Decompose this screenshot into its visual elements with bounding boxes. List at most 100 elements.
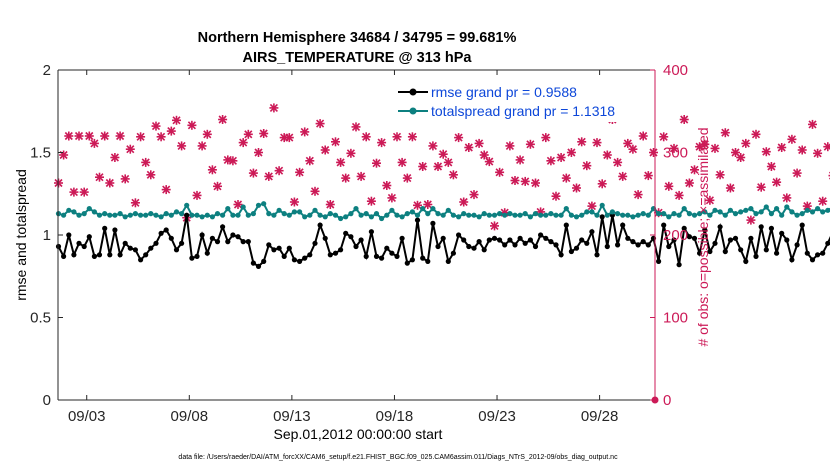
rmse-point bbox=[727, 237, 734, 243]
obs-count-point bbox=[228, 156, 238, 166]
totalspread-point bbox=[563, 206, 569, 212]
rmse-point bbox=[230, 232, 236, 238]
rmse-point bbox=[384, 245, 390, 251]
obs-count-point bbox=[136, 132, 146, 142]
obs-count-point bbox=[638, 131, 648, 141]
rmse-point bbox=[594, 252, 600, 258]
totalspread-point bbox=[404, 211, 410, 217]
obs-count-point bbox=[484, 157, 494, 167]
rmse-point bbox=[445, 258, 451, 264]
rmse-point bbox=[481, 247, 487, 253]
obs-count-point bbox=[751, 129, 761, 139]
totalspread-point bbox=[281, 211, 287, 217]
rmse-point bbox=[599, 214, 605, 220]
obs-count-point bbox=[300, 127, 310, 137]
obs-count-point bbox=[382, 181, 392, 190]
rmse-point bbox=[743, 258, 749, 264]
rmse-point bbox=[379, 255, 385, 261]
y2-tick-label: 300 bbox=[663, 145, 688, 162]
obs-count-point bbox=[428, 141, 438, 151]
totalspread-point bbox=[681, 206, 687, 212]
obs-count-point bbox=[289, 197, 299, 207]
totalspread-point bbox=[348, 211, 354, 217]
rmse-point bbox=[368, 229, 374, 235]
obs-count-point bbox=[546, 156, 556, 166]
totalspread-point bbox=[86, 206, 92, 212]
obs-count-point bbox=[792, 168, 802, 178]
rmse-point bbox=[666, 243, 672, 250]
totalspread-point bbox=[389, 207, 395, 213]
totalspread-point bbox=[117, 211, 123, 217]
obs-count-point bbox=[89, 138, 99, 148]
rmse-point bbox=[307, 252, 313, 258]
totalspread-point bbox=[158, 214, 164, 220]
totalspread-point bbox=[471, 212, 477, 218]
obs-count-point bbox=[243, 129, 253, 139]
obs-count-point bbox=[808, 119, 817, 129]
totalspread-point bbox=[66, 207, 72, 213]
obs-count-point bbox=[325, 200, 335, 209]
totalspread-point bbox=[425, 211, 431, 217]
rmse-point bbox=[317, 222, 323, 228]
obs-count-point bbox=[151, 121, 161, 131]
obs-count-point bbox=[100, 131, 110, 141]
rmse-point bbox=[286, 245, 292, 251]
rmse-point bbox=[584, 240, 590, 246]
totalspread-point bbox=[168, 212, 174, 218]
rmse-point bbox=[640, 239, 646, 245]
obs-count-point bbox=[495, 167, 505, 177]
rmse-point bbox=[717, 224, 723, 230]
totalspread-point bbox=[779, 212, 785, 218]
obs-count-point bbox=[69, 187, 79, 197]
legend-rmse-label: rmse grand pr = 0.9588 bbox=[431, 84, 577, 100]
totalspread-point bbox=[758, 209, 764, 215]
totalspread-point bbox=[189, 212, 195, 218]
totalspread-point bbox=[568, 212, 575, 218]
totalspread-point bbox=[379, 215, 385, 222]
obs-count-point bbox=[248, 168, 258, 178]
totalspread-point bbox=[368, 214, 374, 220]
totalspread-point bbox=[102, 211, 108, 217]
totalspread-point bbox=[204, 212, 210, 218]
totalspread-point bbox=[732, 211, 739, 217]
obs-count-point bbox=[679, 115, 689, 124]
totalspread-point bbox=[507, 211, 513, 217]
totalspread-point bbox=[768, 211, 775, 217]
y-tick-label: 0 bbox=[43, 392, 51, 409]
rmse-point bbox=[630, 239, 636, 245]
totalspread-point bbox=[635, 212, 641, 218]
rmse-point bbox=[276, 245, 282, 251]
obs-count-point bbox=[172, 115, 181, 125]
y2-tick-label: 100 bbox=[663, 310, 688, 327]
totalspread-point bbox=[722, 212, 728, 218]
obs-count-point bbox=[659, 132, 669, 142]
footer-datafile: data file: /Users/raeder/DAI/ATM_forcXX/… bbox=[178, 454, 618, 461]
rmse-point bbox=[148, 245, 154, 251]
obs-count-point bbox=[787, 134, 797, 144]
totalspread-point bbox=[214, 211, 221, 217]
totalspread-point bbox=[220, 212, 226, 218]
obs-count-point bbox=[423, 200, 433, 209]
totalspread-point bbox=[789, 209, 795, 215]
rmse-point bbox=[825, 240, 830, 246]
totalspread-point bbox=[153, 212, 159, 218]
obs-count-point bbox=[474, 138, 484, 148]
totalspread-point bbox=[271, 212, 277, 218]
rmse-point bbox=[512, 242, 518, 248]
totalspread-point bbox=[384, 212, 390, 218]
rmse-point bbox=[332, 250, 339, 256]
rmse-point bbox=[502, 242, 508, 248]
totalspread-point bbox=[138, 212, 144, 218]
rmse-point bbox=[107, 252, 113, 258]
y-axis-label: rmse and totalspread bbox=[13, 169, 29, 301]
obs-count-point bbox=[454, 133, 464, 143]
rmse-point bbox=[373, 253, 380, 259]
totalspread-point bbox=[799, 211, 805, 217]
obs-count-point bbox=[479, 150, 489, 160]
obs-count-point bbox=[797, 145, 807, 155]
ticks: 09/03 09/08 09/13 09/18 09/23 09/2800.511.520… bbox=[30, 62, 688, 425]
totalspread-point bbox=[661, 211, 667, 217]
y2-tick-label: 200 bbox=[663, 227, 688, 244]
obs-count-point bbox=[684, 178, 694, 188]
rmse-point bbox=[430, 220, 436, 226]
